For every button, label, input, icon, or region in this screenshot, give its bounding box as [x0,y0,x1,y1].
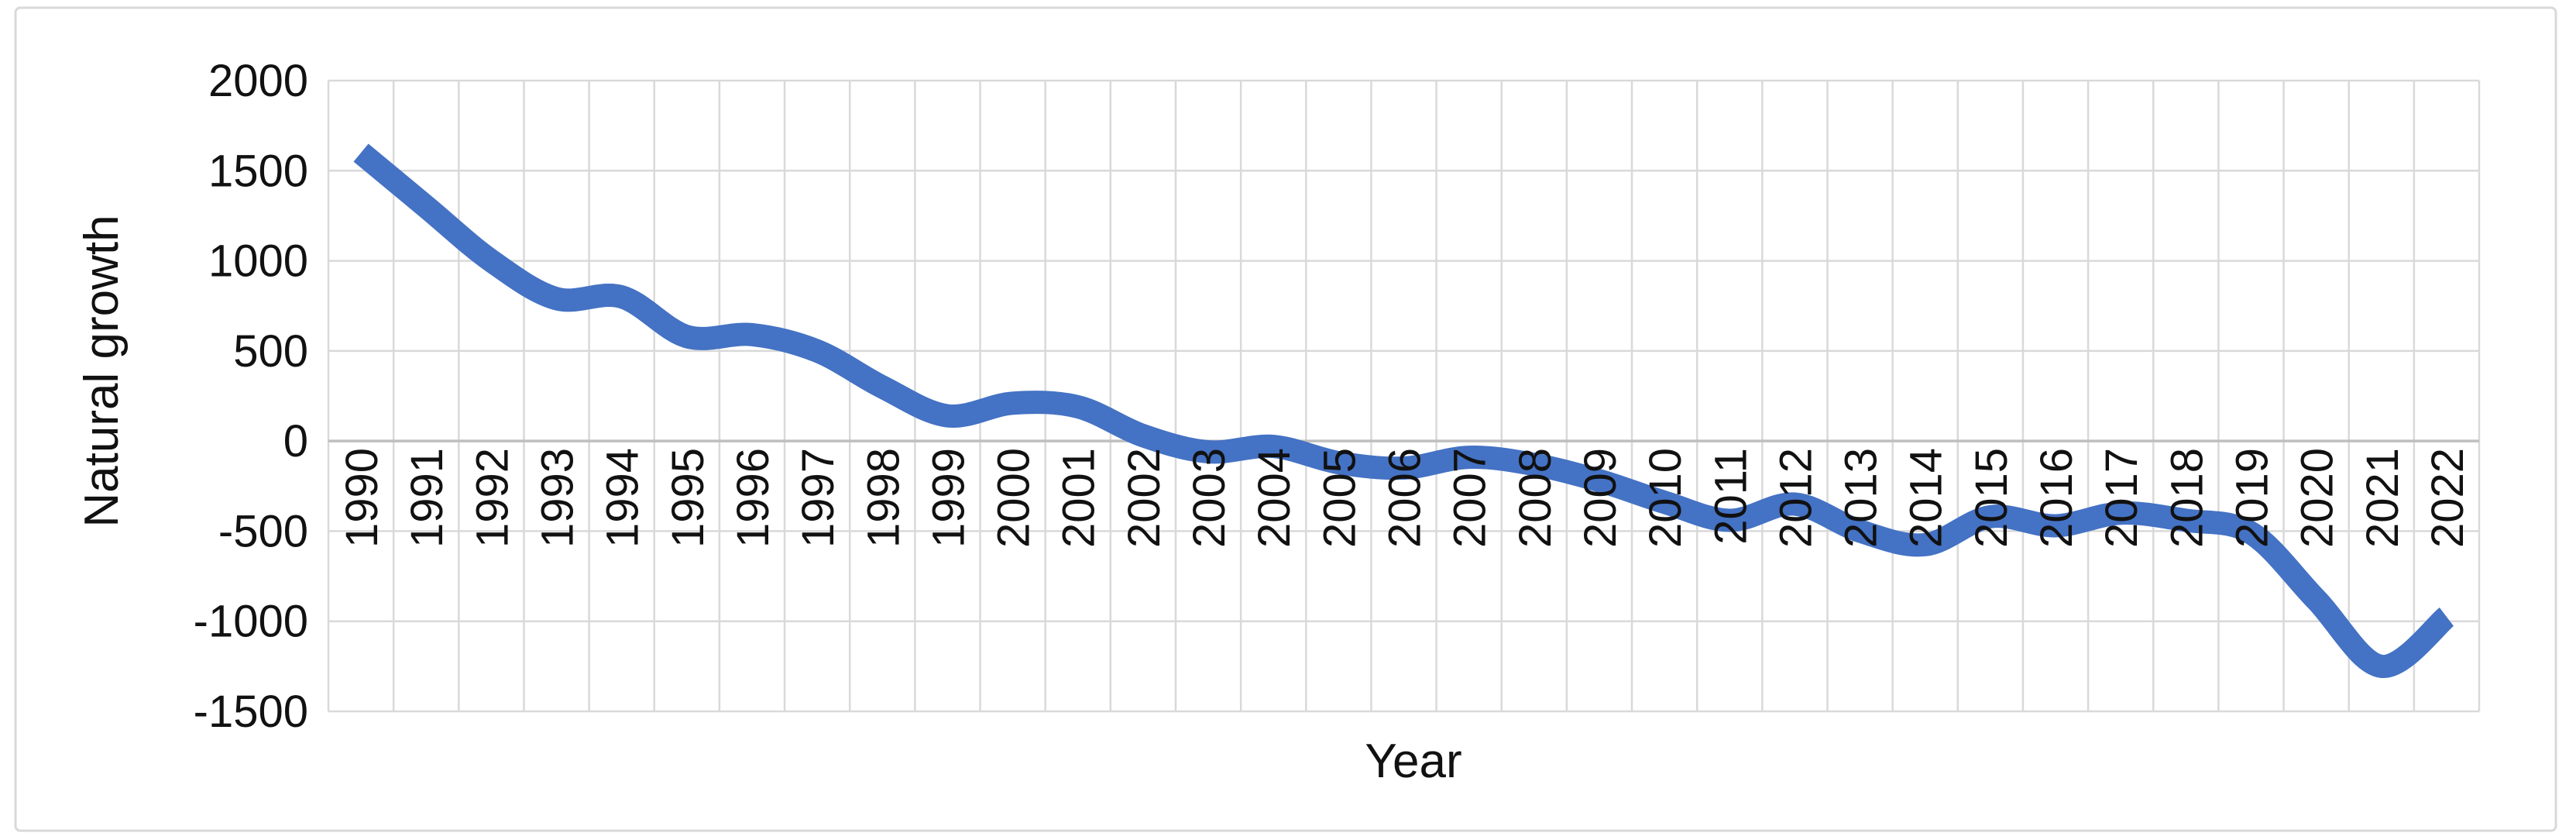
x-tick-label: 2016 [2032,448,2082,548]
x-tick-label: 2009 [1575,448,1626,548]
y-tick-label: -1500 [194,687,308,737]
x-tick-label: 2015 [1966,448,2017,548]
x-tick-label: 1994 [598,448,648,548]
y-tick-label: 500 [233,326,308,377]
x-tick-label: 2002 [1119,448,1170,548]
y-axis-title: Natural growth [75,215,129,527]
x-tick-label: 2022 [2423,448,2473,548]
x-tick-label: 1991 [402,448,452,548]
x-tick-label: 2011 [1705,448,1756,545]
y-tick-label: 0 [283,416,308,466]
x-tick-label: 2010 [1640,448,1691,548]
x-tick-label: 1993 [533,448,583,548]
x-tick-label: 1995 [663,448,713,548]
x-tick-label: 1998 [858,448,908,548]
x-axis-title: Year [1365,735,1461,788]
y-tick-label: 1500 [208,146,308,196]
x-tick-label: 1999 [923,448,974,548]
x-tick-label: 2000 [989,448,1039,548]
gridlines [327,79,2481,713]
x-tick-label: 2004 [1249,448,1300,548]
x-tick-label: 2008 [1510,448,1561,548]
x-tick-label: 2003 [1184,448,1235,548]
x-tick-label: 2006 [1380,448,1431,548]
x-axis-tick-labels: 1990 1991 1992 1993 1994 1995 1996 1997 1998 1999… [337,448,2473,548]
y-tick-label: -500 [218,506,308,556]
x-tick-label: 2019 [2227,448,2278,548]
x-tick-label: 2018 [2162,448,2212,548]
x-tick-label: 2007 [1445,448,1496,548]
x-tick-label: 2014 [1901,448,1952,548]
y-tick-label: 2000 [208,56,308,106]
series-line [353,143,2454,678]
chart-border [14,6,2557,832]
y-axis-tick-labels: 2000 1500 1000 500 0 -500 -1000 -1500 [194,56,308,737]
x-tick-label: 2013 [1836,448,1887,548]
x-tick-label: 2020 [2293,448,2343,548]
x-tick-label: 2021 [2358,448,2408,548]
x-tick-label: 1992 [467,448,517,548]
x-tick-label: 1996 [728,448,778,548]
y-tick-label: 1000 [208,236,308,287]
x-tick-label: 2001 [1054,448,1104,548]
x-tick-label: 1990 [337,448,387,548]
y-tick-label: -1000 [194,597,308,647]
x-tick-label: 2005 [1314,448,1365,548]
x-tick-label: 2017 [2097,448,2147,548]
x-tick-label: 2012 [1771,448,1821,548]
x-tick-label: 1997 [793,448,843,548]
